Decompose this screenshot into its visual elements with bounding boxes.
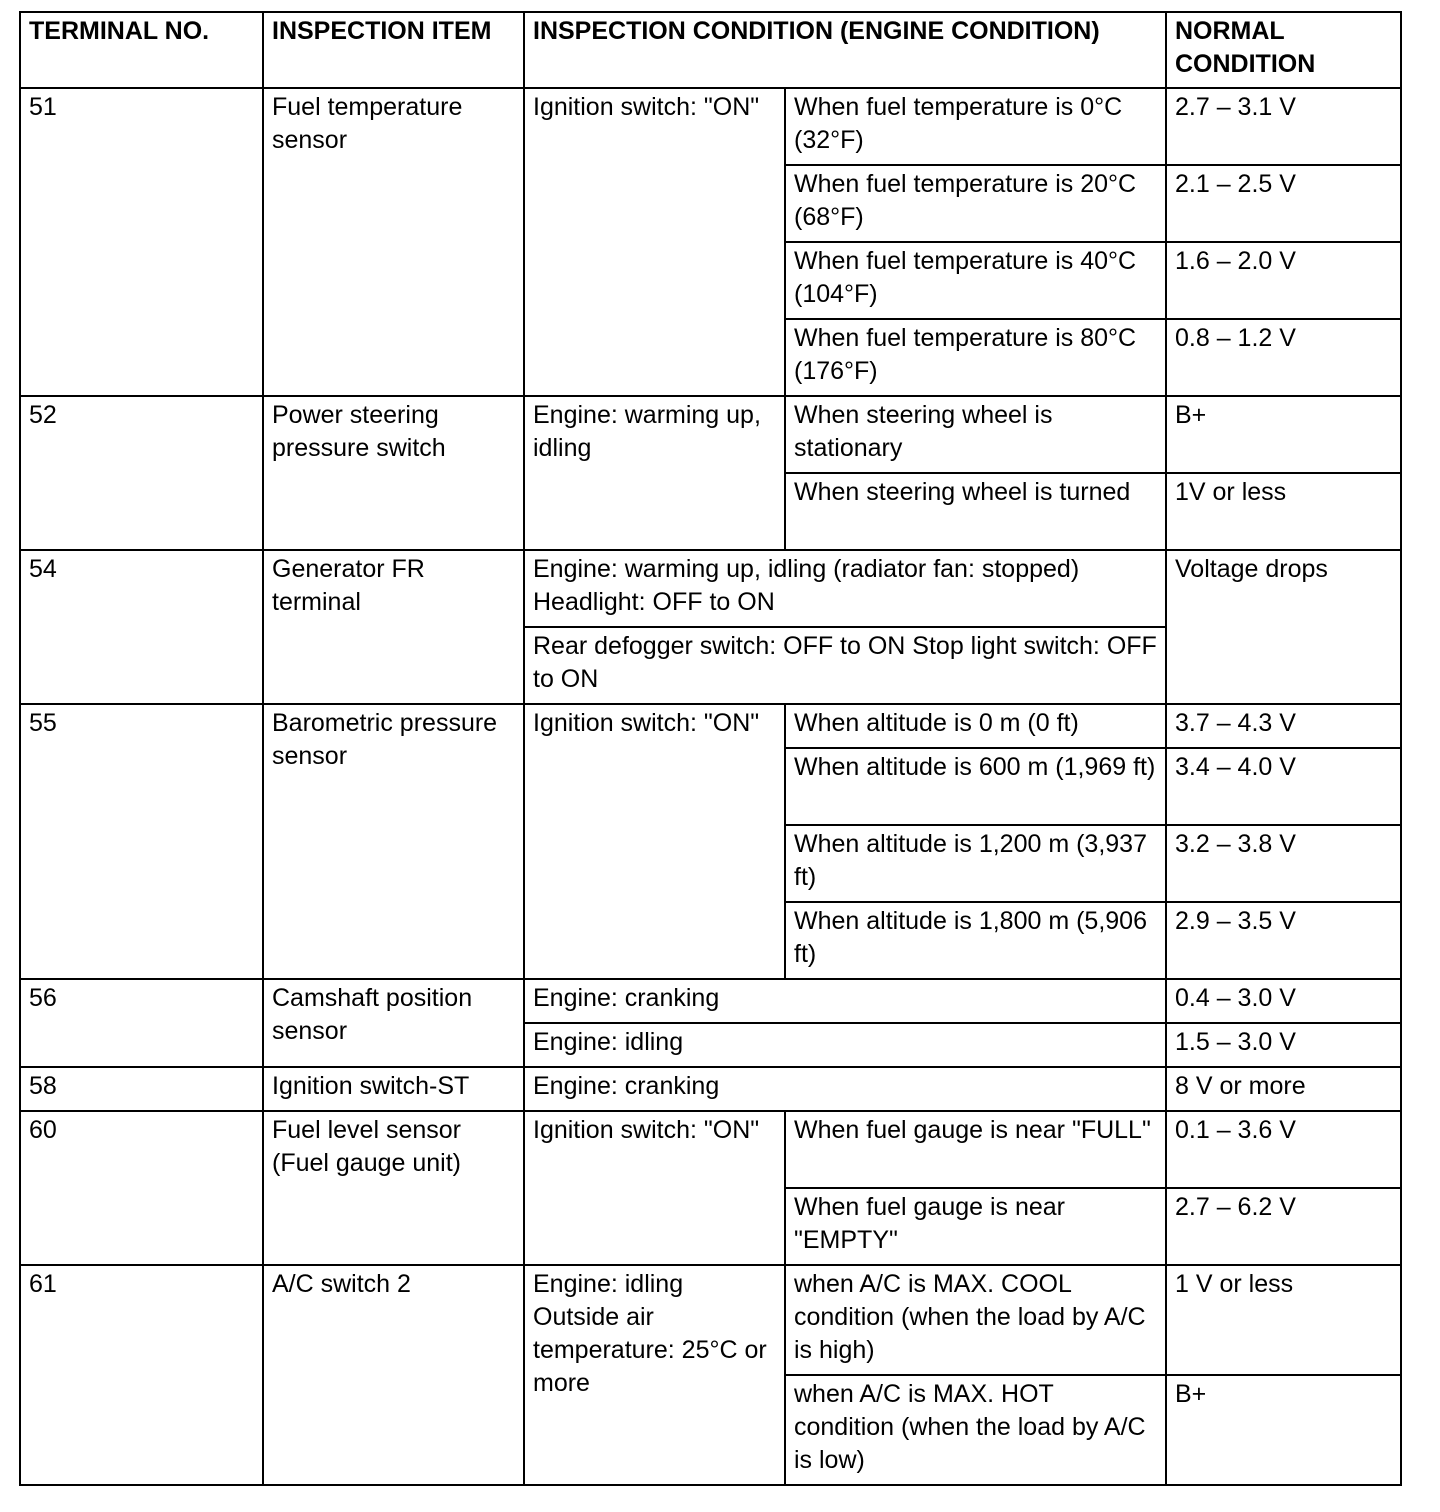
item-cell: Ignition switch-ST bbox=[262, 1066, 525, 1112]
normal-cell: 0.4 – 3.0 V bbox=[1165, 978, 1402, 1024]
normal-cell: 2.1 – 2.5 V bbox=[1165, 164, 1402, 243]
detail-cell: When fuel temperature is 20°C (68°F) bbox=[784, 164, 1167, 243]
detail-cell: When altitude is 0 m (0 ft) bbox=[784, 703, 1167, 749]
terminal-cell: 55 bbox=[19, 703, 264, 980]
detail-cell: When altitude is 1,200 m (3,937 ft) bbox=[784, 824, 1167, 903]
table-row: Rear defogger switch: OFF to ON Stop lig… bbox=[20, 626, 1401, 705]
table-row: 55 Barometric pressure sensor Ignition s… bbox=[19, 703, 1402, 980]
condition-cell: Engine: warming up, idling (radiator fan… bbox=[523, 549, 1167, 628]
condition-cell: Engine: warming up, idling bbox=[523, 395, 786, 551]
condition-cell: Rear defogger switch: OFF to ON Stop lig… bbox=[523, 626, 1167, 705]
normal-cell: B+ bbox=[1165, 1374, 1402, 1486]
header-row: TERMINAL NO. INSPECTION ITEM INSPECTION … bbox=[19, 11, 1402, 89]
normal-cell: 2.7 – 6.2 V bbox=[1165, 1187, 1402, 1266]
table-row: When fuel gauge is near "EMPTY" 2.7 – 6.… bbox=[20, 1187, 1402, 1266]
detail-cell: When altitude is 600 m (1,969 ft) bbox=[784, 747, 1167, 826]
condition-cell: Ignition switch: "ON" bbox=[523, 703, 786, 980]
detail-cell: When steering wheel is turned bbox=[784, 472, 1167, 551]
table-row: 54 Generator FR terminal Engine: warming… bbox=[19, 549, 1402, 705]
table-row: When fuel temperature is 20°C (68°F) 2.1… bbox=[20, 164, 1402, 243]
terminal-inspection-table: TERMINAL NO. INSPECTION ITEM INSPECTION … bbox=[19, 11, 1402, 1486]
table-row: 58 Ignition switch-ST Engine: cranking 8… bbox=[19, 1066, 1402, 1112]
table-row: 51 Fuel temperature sensor Ignition swit… bbox=[19, 87, 1402, 397]
condition-cell: Engine: idling bbox=[523, 1022, 1167, 1068]
normal-cell: 8 V or more bbox=[1165, 1066, 1402, 1112]
table-row: When altitude is 1,800 m (5,906 ft) 2.9 … bbox=[20, 901, 1402, 980]
terminal-cell: 56 bbox=[19, 978, 264, 1068]
terminal-cell: 54 bbox=[19, 549, 264, 705]
table-row: Engine: idling 1.5 – 3.0 V bbox=[20, 1022, 1402, 1068]
terminal-cell: 51 bbox=[19, 87, 264, 397]
table-row: 61 A/C switch 2 Engine: idling Outside a… bbox=[19, 1264, 1402, 1486]
table-row: 60 Fuel level sensor (Fuel gauge unit) I… bbox=[19, 1110, 1402, 1266]
item-cell: Camshaft position sensor bbox=[262, 978, 525, 1068]
detail-cell: When fuel temperature is 0°C (32°F) bbox=[784, 87, 1167, 166]
normal-cell: 3.7 – 4.3 V bbox=[1165, 703, 1402, 749]
table-row: When steering wheel is turned 1V or less bbox=[20, 472, 1402, 551]
item-cell: Fuel level sensor (Fuel gauge unit) bbox=[262, 1110, 525, 1266]
normal-cell: 0.1 – 3.6 V bbox=[1165, 1110, 1402, 1189]
detail-cell: When fuel temperature is 80°C (176°F) bbox=[784, 318, 1167, 397]
normal-cell: B+ bbox=[1165, 395, 1402, 474]
table-row: 52 Power steering pressure switch Engine… bbox=[19, 395, 1402, 551]
detail-cell: when A/C is MAX. COOL condition (when th… bbox=[784, 1264, 1167, 1376]
table-row: When fuel temperature is 80°C (176°F) 0.… bbox=[20, 318, 1402, 397]
normal-cell: 2.9 – 3.5 V bbox=[1165, 901, 1402, 980]
header-inspection-condition: INSPECTION CONDITION (ENGINE CONDITION) bbox=[523, 11, 1167, 89]
normal-cell: 0.8 – 1.2 V bbox=[1165, 318, 1402, 397]
normal-cell: Voltage drops bbox=[1165, 549, 1402, 705]
normal-cell: 1.6 – 2.0 V bbox=[1165, 241, 1402, 320]
terminal-cell: 52 bbox=[19, 395, 264, 551]
detail-cell: When fuel temperature is 40°C (104°F) bbox=[784, 241, 1167, 320]
normal-cell: 2.7 – 3.1 V bbox=[1165, 87, 1402, 166]
detail-cell: When steering wheel is stationary bbox=[784, 395, 1167, 474]
condition-cell: Engine: cranking bbox=[523, 978, 1167, 1024]
normal-cell: 1.5 – 3.0 V bbox=[1165, 1022, 1402, 1068]
item-cell: A/C switch 2 bbox=[262, 1264, 525, 1486]
table-row: When altitude is 1,200 m (3,937 ft) 3.2 … bbox=[20, 824, 1402, 903]
detail-cell: when A/C is MAX. HOT condition (when the… bbox=[784, 1374, 1167, 1486]
normal-cell: 1V or less bbox=[1165, 472, 1402, 551]
item-cell: Barometric pressure sensor bbox=[262, 703, 525, 980]
normal-cell: 1 V or less bbox=[1165, 1264, 1402, 1376]
header-terminal-no: TERMINAL NO. bbox=[19, 11, 264, 89]
detail-cell: When fuel gauge is near "EMPTY" bbox=[784, 1187, 1167, 1266]
header-inspection-item: INSPECTION ITEM bbox=[262, 11, 525, 89]
normal-cell: 3.2 – 3.8 V bbox=[1165, 824, 1402, 903]
condition-cell: Engine: cranking bbox=[523, 1066, 1167, 1112]
terminal-cell: 60 bbox=[19, 1110, 264, 1266]
table-row: When fuel temperature is 40°C (104°F) 1.… bbox=[20, 241, 1402, 320]
table-row: When altitude is 600 m (1,969 ft) 3.4 – … bbox=[20, 747, 1402, 826]
table-row: 56 Camshaft position sensor Engine: cran… bbox=[19, 978, 1402, 1068]
item-cell: Power steering pressure switch bbox=[262, 395, 525, 551]
item-cell: Fuel temperature sensor bbox=[262, 87, 525, 397]
condition-cell: Engine: idling Outside air temperature: … bbox=[523, 1264, 786, 1486]
condition-cell: Ignition switch: "ON" bbox=[523, 1110, 786, 1266]
table-row: when A/C is MAX. HOT condition (when the… bbox=[20, 1374, 1402, 1486]
condition-cell: Ignition switch: "ON" bbox=[523, 87, 786, 397]
detail-cell: When altitude is 1,800 m (5,906 ft) bbox=[784, 901, 1167, 980]
terminal-cell: 61 bbox=[19, 1264, 264, 1486]
detail-cell: When fuel gauge is near "FULL" bbox=[784, 1110, 1167, 1189]
item-cell: Generator FR terminal bbox=[262, 549, 525, 705]
terminal-cell: 58 bbox=[19, 1066, 264, 1112]
header-normal-condition: NORMAL CONDITION bbox=[1165, 11, 1402, 89]
normal-cell: 3.4 – 4.0 V bbox=[1165, 747, 1402, 826]
